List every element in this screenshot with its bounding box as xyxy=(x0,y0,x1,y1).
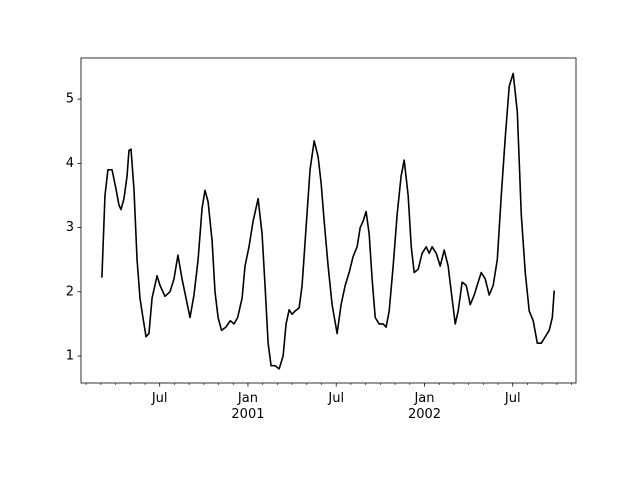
y-tick-label: 1 xyxy=(66,349,74,364)
x-tick-label: Jan 2001 xyxy=(231,391,265,422)
x-tick-label: Jul xyxy=(328,391,345,406)
plot-frame xyxy=(80,57,577,384)
x-tick-label: Jan 2002 xyxy=(407,391,442,422)
y-tick-label: 2 xyxy=(66,284,74,299)
y-tick-label: 4 xyxy=(66,156,74,171)
x-tick-label: Jul xyxy=(151,391,168,406)
y-tick-label: 5 xyxy=(66,92,74,107)
y-tick-label: 3 xyxy=(66,220,74,235)
x-tick-label: Jul xyxy=(504,391,521,406)
data-line xyxy=(101,72,556,370)
